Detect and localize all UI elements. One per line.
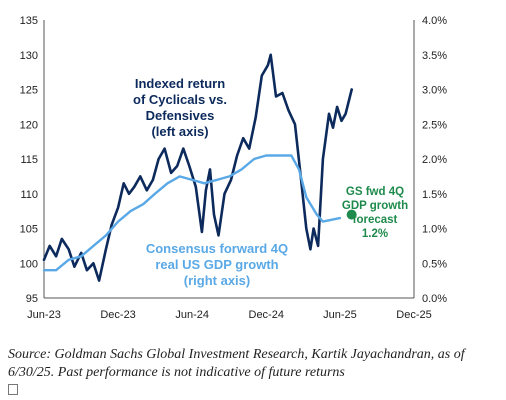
right-axis-tick-label: 3.5% — [422, 50, 447, 62]
right-axis-tick-label: 1.5% — [422, 189, 447, 201]
consensus-gdp-growth-line — [42, 154, 342, 272]
footnote-line-1: Source: Goldman Sachs Global Investment … — [8, 347, 465, 362]
source-footnote: Source: Goldman Sachs Global Investment … — [8, 346, 498, 382]
left-axis-tick-label: 115 — [20, 154, 38, 166]
consensus-annotation-line: real US GDP growth — [155, 257, 278, 272]
gs-forecast-annotation-line: GS fwd 4Q — [346, 186, 404, 198]
x-axis-tick-label: Jun-24 — [175, 309, 209, 321]
gs-forecast-point — [346, 209, 357, 220]
gs-forecast-annotation-line: forecast — [353, 214, 398, 226]
left-axis-tick-label: 135 — [20, 15, 38, 27]
series-layer — [42, 53, 357, 282]
left-axis-tick-label: 120 — [20, 119, 38, 131]
cyclicals-annotation-line: of Cyclicals vs. — [133, 92, 227, 107]
consensus-annotation-line: Consensus forward 4Q — [146, 241, 288, 256]
left-axis-tick-label: 105 — [20, 224, 38, 236]
axes — [43, 20, 415, 299]
x-axis-tick-label: Dec-24 — [249, 309, 284, 321]
right-axis-tick-labels: 0.0% 0.5% 1.0% 1.5% 2.0% 2.5% 3.0% 3.5% 4.0% — [422, 15, 447, 305]
right-axis-tick-label: 4.0% — [422, 15, 447, 27]
x-axis-tick-label: Dec-25 — [396, 309, 431, 321]
consensus-annotation-line: (right axis) — [184, 273, 250, 288]
right-axis-tick-label: 1.0% — [422, 224, 447, 236]
left-axis-tick-label: 125 — [20, 85, 38, 97]
right-axis-tick-label: 3.0% — [422, 85, 447, 97]
left-axis-tick-label: 95 — [26, 293, 38, 305]
gs-forecast-annotation-line: 1.2% — [362, 228, 388, 240]
right-axis-tick-label: 0.5% — [422, 258, 447, 270]
left-axis-tick-label: 130 — [20, 50, 38, 62]
x-axis-tick-labels: Jun-23 Dec-23 Jun-24 Dec-24 Jun-25 Dec-25 — [27, 309, 432, 321]
chart: 95 100 105 110 115 120 125 130 135 0.0% 0.5% 1.0% 1… — [20, 15, 448, 321]
right-axis-tick-label: 0.0% — [422, 293, 447, 305]
x-axis-tick-label: Dec-23 — [100, 309, 135, 321]
gs-forecast-annotation-line: GDP growth — [342, 200, 408, 212]
missing-glyph-icon — [8, 384, 18, 395]
right-axis-tick-label: 2.0% — [422, 154, 447, 166]
left-axis-tick-label: 110 — [20, 189, 38, 201]
right-axis-tick-label: 2.5% — [422, 119, 447, 131]
left-axis-tick-labels: 95 100 105 110 115 120 125 130 135 — [20, 15, 38, 305]
cyclicals-annotation-line: Indexed return — [135, 76, 225, 91]
cyclicals-vs-defensives-line — [42, 53, 353, 282]
x-axis-tick-label: Jun-23 — [27, 309, 61, 321]
cyclicals-annotation-line: Defensives — [146, 108, 215, 123]
cyclicals-annotation-line: (left axis) — [151, 124, 208, 139]
x-axis-tick-label: Jun-25 — [323, 309, 357, 321]
left-axis-tick-label: 100 — [20, 258, 38, 270]
footnote-line-2: 6/30/25. Past performance is not indicat… — [8, 365, 345, 380]
